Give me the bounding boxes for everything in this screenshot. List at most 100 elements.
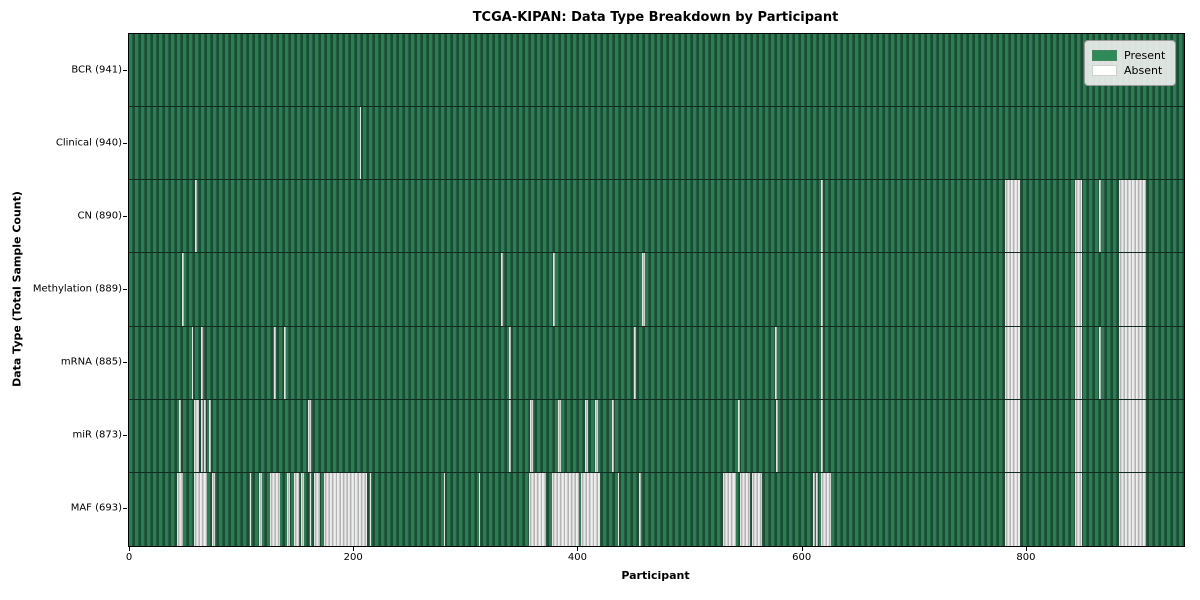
chart-title: TCGA-KIPAN: Data Type Breakdown by Parti… xyxy=(472,10,839,25)
absent-stripe xyxy=(1004,399,1021,472)
absent-stripe xyxy=(370,472,372,546)
absent-stripe xyxy=(208,399,211,472)
absent-stripe xyxy=(530,399,533,472)
ytick-label-clinical: Clinical (940) xyxy=(55,137,122,149)
ytick-mark xyxy=(123,508,127,510)
ytick-mark xyxy=(123,289,127,290)
absent-stripe xyxy=(1004,472,1021,546)
legend-swatch-icon xyxy=(1092,65,1117,76)
absent-stripe xyxy=(1118,399,1146,472)
absent-stripe xyxy=(752,472,763,546)
xtick-label-600: 600 xyxy=(792,552,812,563)
absent-stripe xyxy=(478,472,481,546)
ytick-mark xyxy=(123,362,127,364)
absent-stripe xyxy=(270,472,281,546)
absent-stripe xyxy=(194,399,199,472)
absent-stripe xyxy=(529,472,547,546)
absent-stripe xyxy=(191,326,194,399)
absent-stripe xyxy=(820,326,823,399)
legend-label: Absent xyxy=(1124,64,1163,77)
absent-stripe xyxy=(552,253,556,326)
xtick-mark xyxy=(1025,546,1027,551)
absent-stripe xyxy=(1118,253,1146,326)
absent-stripe xyxy=(179,399,181,472)
absent-stripe xyxy=(1004,326,1021,399)
ytick-mark xyxy=(123,435,127,437)
xtick-label-200: 200 xyxy=(343,552,363,563)
ytick-label-mrna: mRNA (885) xyxy=(60,356,122,368)
absent-stripe xyxy=(195,180,198,253)
absent-stripe xyxy=(612,399,615,472)
row-maf xyxy=(129,472,1184,546)
absent-stripe xyxy=(1075,253,1082,326)
row-bcr xyxy=(129,34,1184,108)
absent-stripe xyxy=(501,253,504,326)
x-axis-label: Participant xyxy=(621,569,690,582)
y-axis-label: Data Type (Total Sample Count) xyxy=(10,191,24,387)
ytick-label-methylation: Methylation (889) xyxy=(32,283,122,295)
row-mir xyxy=(129,399,1184,473)
xtick-label-400: 400 xyxy=(567,552,587,563)
absent-stripe xyxy=(1004,253,1021,326)
legend-entry-present: Present xyxy=(1092,49,1167,62)
absent-stripe xyxy=(200,326,203,399)
ytick-label-maf: MAF (693) xyxy=(70,502,122,514)
ytick-label-cn: CN (890) xyxy=(77,210,122,222)
legend: Present Absent xyxy=(1084,40,1176,86)
row-clinical xyxy=(129,107,1184,181)
xtick-mark xyxy=(801,546,803,551)
absent-stripe xyxy=(812,472,816,546)
absent-stripe xyxy=(820,180,823,253)
absent-stripe xyxy=(642,253,645,326)
absent-stripe xyxy=(820,253,823,326)
xtick-mark xyxy=(353,546,355,551)
absent-stripe xyxy=(617,472,620,546)
plot-area xyxy=(128,33,1185,547)
absent-stripe xyxy=(181,253,184,326)
row-cn xyxy=(129,180,1184,254)
xtick-label-0: 0 xyxy=(125,552,133,563)
row-methylation xyxy=(129,253,1184,327)
absent-stripe xyxy=(737,399,741,472)
xtick-mark xyxy=(577,546,579,551)
legend-swatch-icon xyxy=(1092,50,1117,61)
xtick-label-800: 800 xyxy=(1016,552,1036,563)
absent-stripe xyxy=(595,399,598,472)
absent-stripe xyxy=(1075,399,1082,472)
absent-stripe xyxy=(585,399,588,472)
absent-stripe xyxy=(177,472,183,546)
xtick-mark xyxy=(129,546,130,551)
row-mrna xyxy=(129,326,1184,400)
absent-stripe xyxy=(250,472,252,546)
absent-stripe xyxy=(1118,472,1146,546)
absent-stripe xyxy=(273,326,276,399)
legend-entry-absent: Absent xyxy=(1092,64,1167,77)
absent-stripe xyxy=(774,326,777,399)
absent-stripe xyxy=(1118,326,1146,399)
absent-stripe xyxy=(444,472,446,546)
ytick-mark xyxy=(123,215,127,217)
absent-stripe xyxy=(283,326,286,399)
absent-stripe xyxy=(324,472,367,546)
absent-stripe xyxy=(1004,180,1021,253)
absent-stripe xyxy=(259,472,263,546)
absent-stripe xyxy=(313,472,320,546)
absent-stripe xyxy=(309,472,311,546)
absent-stripe xyxy=(287,472,291,546)
absent-stripe xyxy=(211,472,216,546)
absent-stripe xyxy=(509,326,512,399)
absent-stripe xyxy=(723,472,736,546)
absent-stripe xyxy=(1075,472,1082,546)
legend-label: Present xyxy=(1124,49,1166,62)
absent-stripe xyxy=(293,472,300,546)
ytick-label-mir: miR (873) xyxy=(72,429,122,441)
absent-stripe xyxy=(1075,180,1082,253)
ytick-mark xyxy=(123,69,127,71)
absent-stripe xyxy=(816,472,819,546)
ytick-mark xyxy=(123,142,127,144)
absent-stripe xyxy=(551,472,579,546)
absent-stripe xyxy=(820,472,831,546)
absent-stripe xyxy=(200,399,203,472)
absent-stripe xyxy=(204,399,207,472)
